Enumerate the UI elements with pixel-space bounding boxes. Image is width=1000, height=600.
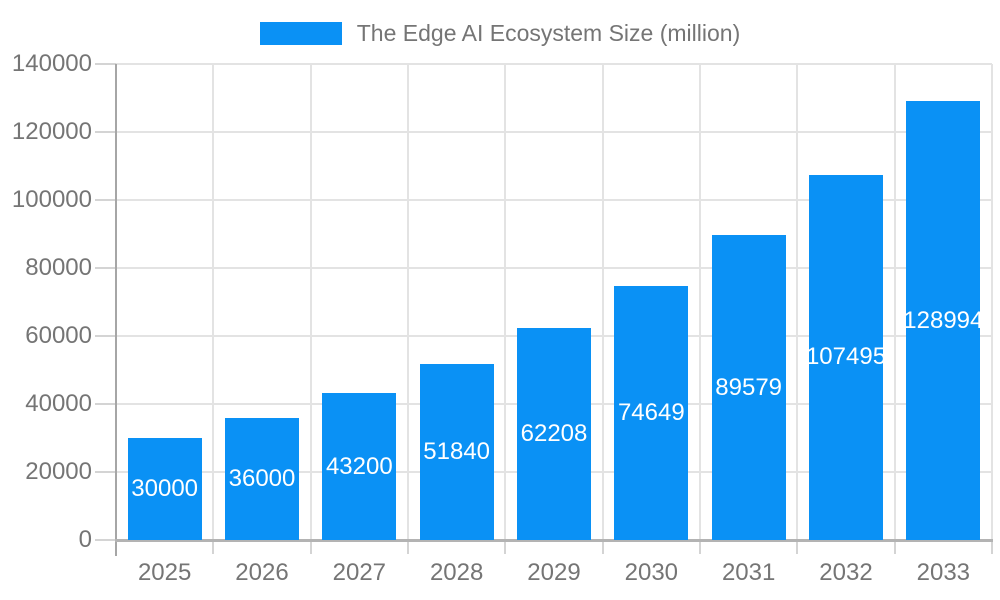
y-axis-label: 60000 <box>25 322 92 349</box>
gridline-h <box>116 267 992 269</box>
y-tick <box>95 267 116 269</box>
y-tick <box>95 403 116 405</box>
bar-value-label: 89579 <box>715 373 783 401</box>
gridline-v <box>504 64 507 540</box>
bar: 74649 <box>614 286 689 540</box>
x-tick <box>212 540 215 554</box>
x-axis-label: 2025 <box>137 559 192 586</box>
bar-value-label: 51840 <box>423 437 491 465</box>
legend-swatch <box>259 22 342 45</box>
gridline-h <box>116 131 992 133</box>
gridline-h <box>116 63 992 65</box>
gridline-v <box>309 64 312 540</box>
y-axis-line <box>115 64 117 556</box>
gridline-v <box>796 64 799 540</box>
x-tick <box>309 540 312 554</box>
x-tick <box>601 540 604 554</box>
y-tick <box>95 335 116 337</box>
y-tick <box>95 63 116 65</box>
x-axis-label: 2026 <box>235 559 289 586</box>
x-tick <box>991 540 993 554</box>
y-tick <box>95 471 116 473</box>
bar: 128994 <box>906 101 981 540</box>
y-axis-label: 40000 <box>25 390 92 417</box>
bar: 36000 <box>225 417 299 540</box>
bar: 62208 <box>517 328 591 540</box>
gridline-v <box>407 64 409 540</box>
gridline-v <box>893 64 896 540</box>
bar-value-label: 128994 <box>906 306 981 334</box>
y-axis-label: 100000 <box>11 186 92 213</box>
x-axis-label: 2032 <box>819 559 873 586</box>
x-axis-label: 2031 <box>721 559 776 586</box>
bar-value-label: 107495 <box>809 343 883 371</box>
bar-value-label: 43200 <box>325 452 393 480</box>
bar: 107495 <box>809 174 883 540</box>
x-axis-label: 2033 <box>916 559 971 586</box>
chart-title: The Edge AI Ecosystem Size (million) <box>356 20 741 46</box>
x-tick <box>893 540 896 554</box>
x-tick <box>699 540 701 554</box>
bar: 89579 <box>711 235 786 540</box>
bar: 51840 <box>419 363 494 540</box>
y-tick <box>95 131 116 133</box>
gridline-h <box>116 199 992 201</box>
bar-value-label: 74649 <box>617 399 685 427</box>
y-tick <box>95 539 116 541</box>
y-axis-label: 0 <box>78 526 92 553</box>
x-axis-label: 2030 <box>624 559 679 586</box>
x-axis-label: 2027 <box>332 559 387 586</box>
x-tick <box>796 540 799 554</box>
gridline-v <box>601 64 604 540</box>
y-axis-label: 80000 <box>25 254 92 281</box>
gridline-v <box>212 64 215 540</box>
y-axis-label: 120000 <box>11 118 92 145</box>
y-axis-label: 20000 <box>25 458 92 485</box>
bar: 43200 <box>322 393 397 540</box>
x-axis-label: 2028 <box>429 559 484 586</box>
bar-value-label: 30000 <box>131 475 199 502</box>
gridline-v <box>699 64 701 540</box>
legend: The Edge AI Ecosystem Size (million) <box>0 20 1000 47</box>
x-axis-label: 2029 <box>527 559 581 586</box>
bar: 30000 <box>127 438 202 540</box>
x-tick <box>504 540 507 554</box>
gridline-v <box>991 64 993 540</box>
bar-value-label: 36000 <box>228 464 296 492</box>
y-axis-label: 140000 <box>11 50 92 77</box>
bar-value-label: 62208 <box>520 420 588 448</box>
y-tick <box>95 199 116 201</box>
x-axis-line <box>115 539 993 542</box>
x-tick <box>407 540 409 554</box>
